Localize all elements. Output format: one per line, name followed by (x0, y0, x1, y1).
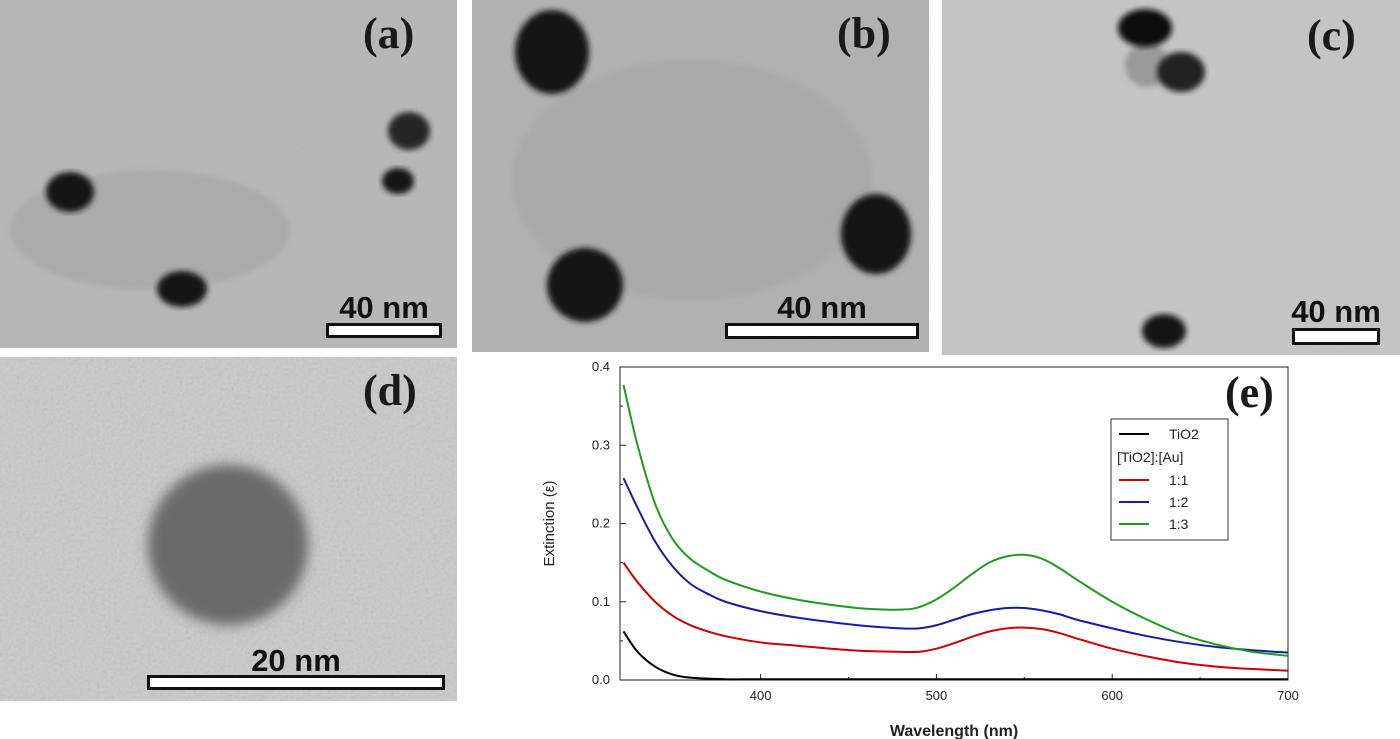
legend-label: TiO2 (1169, 426, 1199, 442)
series-line-tio2 (622, 630, 1288, 681)
nanoparticle (1118, 9, 1172, 47)
tem-image-d: (d) 20 nm (0, 357, 457, 701)
panel-label-d: (d) (363, 366, 417, 415)
tem-micrograph-b (472, 0, 929, 352)
y-tick-label: 0.0 (592, 672, 610, 687)
x-axis-label: Wavelength (nm) (890, 723, 1018, 739)
panel-label-a: (a) (363, 9, 415, 58)
y-tick-label: 0.3 (592, 437, 610, 452)
legend-label: 1:1 (1169, 472, 1189, 488)
scale-bar-label-d: 20 nm (251, 643, 341, 678)
nanoparticle (46, 172, 94, 212)
series-line-1-1 (622, 562, 1289, 672)
scale-bar-label-a: 40 nm (339, 290, 429, 325)
tem-image-c: (c) 40 nm (942, 0, 1400, 355)
nanoparticle (388, 112, 430, 150)
scale-bar-label-c: 40 nm (1291, 294, 1381, 329)
scale-bar-label-b: 40 nm (777, 290, 867, 325)
nanoparticle (841, 194, 911, 274)
nanoparticle (547, 248, 623, 322)
nanoparticle (157, 271, 207, 307)
legend-group-title: [TiO2]:[Au] (1117, 449, 1183, 465)
y-tick-label: 0.2 (592, 516, 610, 531)
nanoparticle (515, 10, 589, 94)
legend-label: 1:2 (1169, 494, 1189, 510)
scale-bar-d (147, 675, 445, 690)
legend-label: 1:3 (1169, 516, 1189, 532)
nanoparticle (382, 168, 414, 194)
tem-image-a: (a) 40 nm (0, 0, 457, 348)
tem-micrograph-a (0, 0, 457, 348)
series-line-1-2 (622, 477, 1289, 654)
x-tick-label: 400 (750, 688, 772, 703)
y-axis-label: Extinction (ε) (541, 481, 558, 567)
panel-label-e: (e) (1225, 368, 1274, 417)
tem-image-b: (b) 40 nm (472, 0, 929, 352)
tem-micrograph-c (942, 0, 1400, 355)
nanoparticle (1142, 314, 1186, 348)
scale-bar-a (326, 323, 442, 338)
x-tick-label: 600 (1101, 688, 1123, 703)
x-tick-label: 700 (1277, 688, 1299, 703)
panel-label-b: (b) (837, 9, 891, 58)
x-tick-label: 500 (926, 688, 948, 703)
y-tick-label: 0.4 (592, 359, 610, 374)
extinction-chart-panel: 400 500 600 700 0.0 0.1 0.2 0.3 0.4 Wavelength (n… (470, 353, 1400, 739)
panel-label-c: (c) (1307, 11, 1356, 60)
tem-micrograph-d (0, 357, 457, 701)
nanoparticle (1157, 52, 1205, 92)
series-line-1-3 (622, 384, 1289, 657)
scale-bar-c (1292, 328, 1380, 345)
y-tick-label: 0.1 (592, 594, 610, 609)
extinction-chart: 400 500 600 700 0.0 0.1 0.2 0.3 0.4 Wavelength (n… (541, 359, 1299, 739)
scale-bar-b (725, 323, 919, 339)
nanoparticle (148, 465, 308, 625)
